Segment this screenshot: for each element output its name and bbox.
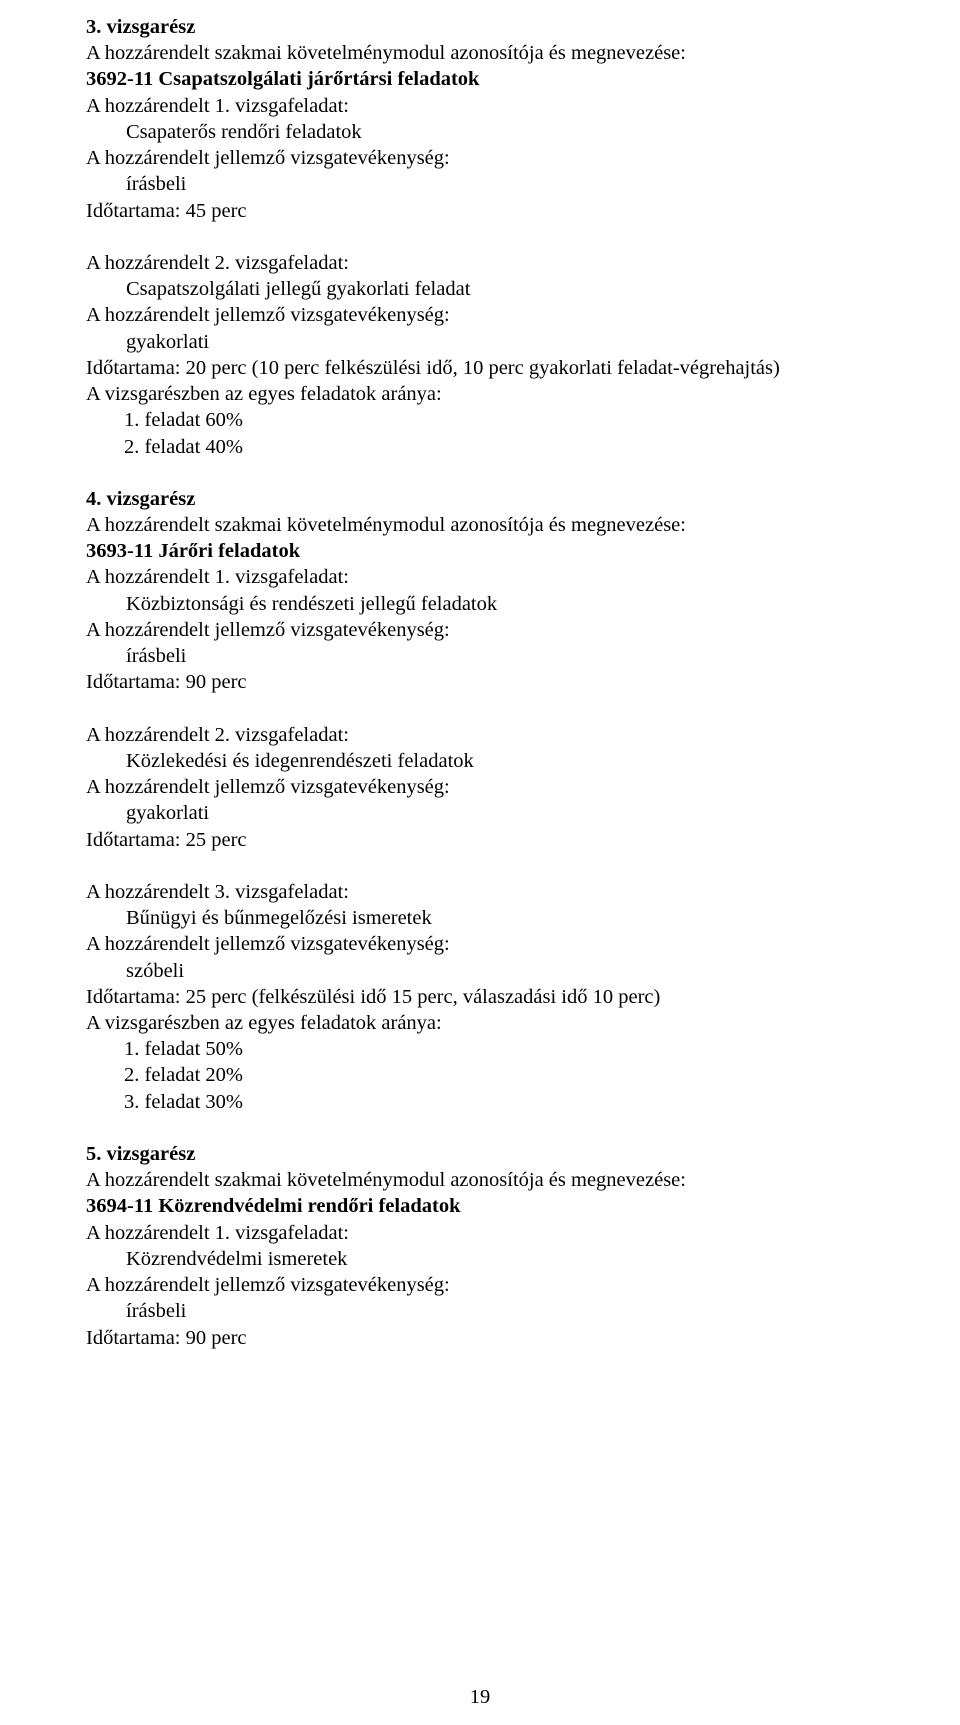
vf-ratio-2: 2. feladat 40%	[86, 434, 874, 460]
vf-duration: Időtartama: 25 perc (felkészülési idő 15…	[86, 984, 874, 1010]
vf-activity: írásbeli	[86, 171, 874, 197]
vf-label: A hozzárendelt 1. vizsgafeladat:	[86, 93, 874, 119]
vf-activity: gyakorlati	[86, 329, 874, 355]
vf-activity-label: A hozzárendelt jellemző vizsgatevékenysé…	[86, 931, 874, 957]
section-4-vf3: A hozzárendelt 3. vizsgafeladat: Bűnügyi…	[86, 879, 874, 1115]
section-4-vf2: A hozzárendelt 2. vizsgafeladat: Közleke…	[86, 722, 874, 853]
vf-activity: gyakorlati	[86, 800, 874, 826]
vf-label: A hozzárendelt 2. vizsgafeladat:	[86, 250, 874, 276]
vf-title: Közbiztonsági és rendészeti jellegű fela…	[86, 591, 874, 617]
vf-duration: Időtartama: 90 perc	[86, 669, 874, 695]
section-5-modul: 3694-11 Közrendvédelmi rendőri feladatok	[86, 1193, 874, 1219]
vf-label: A hozzárendelt 1. vizsgafeladat:	[86, 564, 874, 590]
vf-ratio-label: A vizsgarészben az egyes feladatok arány…	[86, 381, 874, 407]
section-5-heading: 5. vizsgarész	[86, 1141, 874, 1167]
page-number: 19	[0, 1686, 960, 1709]
vf-ratio-1: 1. feladat 50%	[86, 1036, 874, 1062]
vf-duration: Időtartama: 45 perc	[86, 198, 874, 224]
section-4-header-vf1: 4. vizsgarész A hozzárendelt szakmai köv…	[86, 486, 874, 696]
vf-duration: Időtartama: 20 perc (10 perc felkészülés…	[86, 355, 874, 381]
vf-label: A hozzárendelt 1. vizsgafeladat:	[86, 1220, 874, 1246]
section-4-modul-intro: A hozzárendelt szakmai követelménymodul …	[86, 512, 874, 538]
vf-activity-label: A hozzárendelt jellemző vizsgatevékenysé…	[86, 302, 874, 328]
vf-ratio-2: 2. feladat 20%	[86, 1062, 874, 1088]
section-3-heading: 3. vizsgarész	[86, 14, 874, 40]
section-3-vf2: A hozzárendelt 2. vizsgafeladat: Csapats…	[86, 250, 874, 460]
section-4-heading: 4. vizsgarész	[86, 486, 874, 512]
section-4-modul: 3693-11 Járőri feladatok	[86, 538, 874, 564]
section-3-modul-intro: A hozzárendelt szakmai követelménymodul …	[86, 40, 874, 66]
section-3-header: 3. vizsgarész A hozzárendelt szakmai köv…	[86, 14, 874, 93]
section-3-modul: 3692-11 Csapatszolgálati járőrtársi fela…	[86, 66, 874, 92]
section-3-vf1: A hozzárendelt 1. vizsgafeladat: Csapate…	[86, 93, 874, 224]
vf-label: A hozzárendelt 2. vizsgafeladat:	[86, 722, 874, 748]
vf-activity-label: A hozzárendelt jellemző vizsgatevékenysé…	[86, 774, 874, 800]
vf-label: A hozzárendelt 3. vizsgafeladat:	[86, 879, 874, 905]
vf-activity: írásbeli	[86, 1298, 874, 1324]
section-5-header-vf1: 5. vizsgarész A hozzárendelt szakmai köv…	[86, 1141, 874, 1351]
vf-title: Közrendvédelmi ismeretek	[86, 1246, 874, 1272]
vf-activity-label: A hozzárendelt jellemző vizsgatevékenysé…	[86, 1272, 874, 1298]
section-5-modul-intro: A hozzárendelt szakmai követelménymodul …	[86, 1167, 874, 1193]
vf-activity: szóbeli	[86, 958, 874, 984]
vf-title: Közlekedési és idegenrendészeti feladato…	[86, 748, 874, 774]
vf-activity: írásbeli	[86, 643, 874, 669]
vf-duration: Időtartama: 90 perc	[86, 1325, 874, 1351]
vf-title: Csapaterős rendőri feladatok	[86, 119, 874, 145]
document-page: 3. vizsgarész A hozzárendelt szakmai köv…	[0, 0, 960, 1725]
vf-activity-label: A hozzárendelt jellemző vizsgatevékenysé…	[86, 145, 874, 171]
vf-title: Csapatszolgálati jellegű gyakorlati fela…	[86, 276, 874, 302]
vf-ratio-1: 1. feladat 60%	[86, 407, 874, 433]
vf-title: Bűnügyi és bűnmegelőzési ismeretek	[86, 905, 874, 931]
vf-duration: Időtartama: 25 perc	[86, 827, 874, 853]
vf-ratio-3: 3. feladat 30%	[86, 1089, 874, 1115]
vf-activity-label: A hozzárendelt jellemző vizsgatevékenysé…	[86, 617, 874, 643]
vf-ratio-label: A vizsgarészben az egyes feladatok arány…	[86, 1010, 874, 1036]
